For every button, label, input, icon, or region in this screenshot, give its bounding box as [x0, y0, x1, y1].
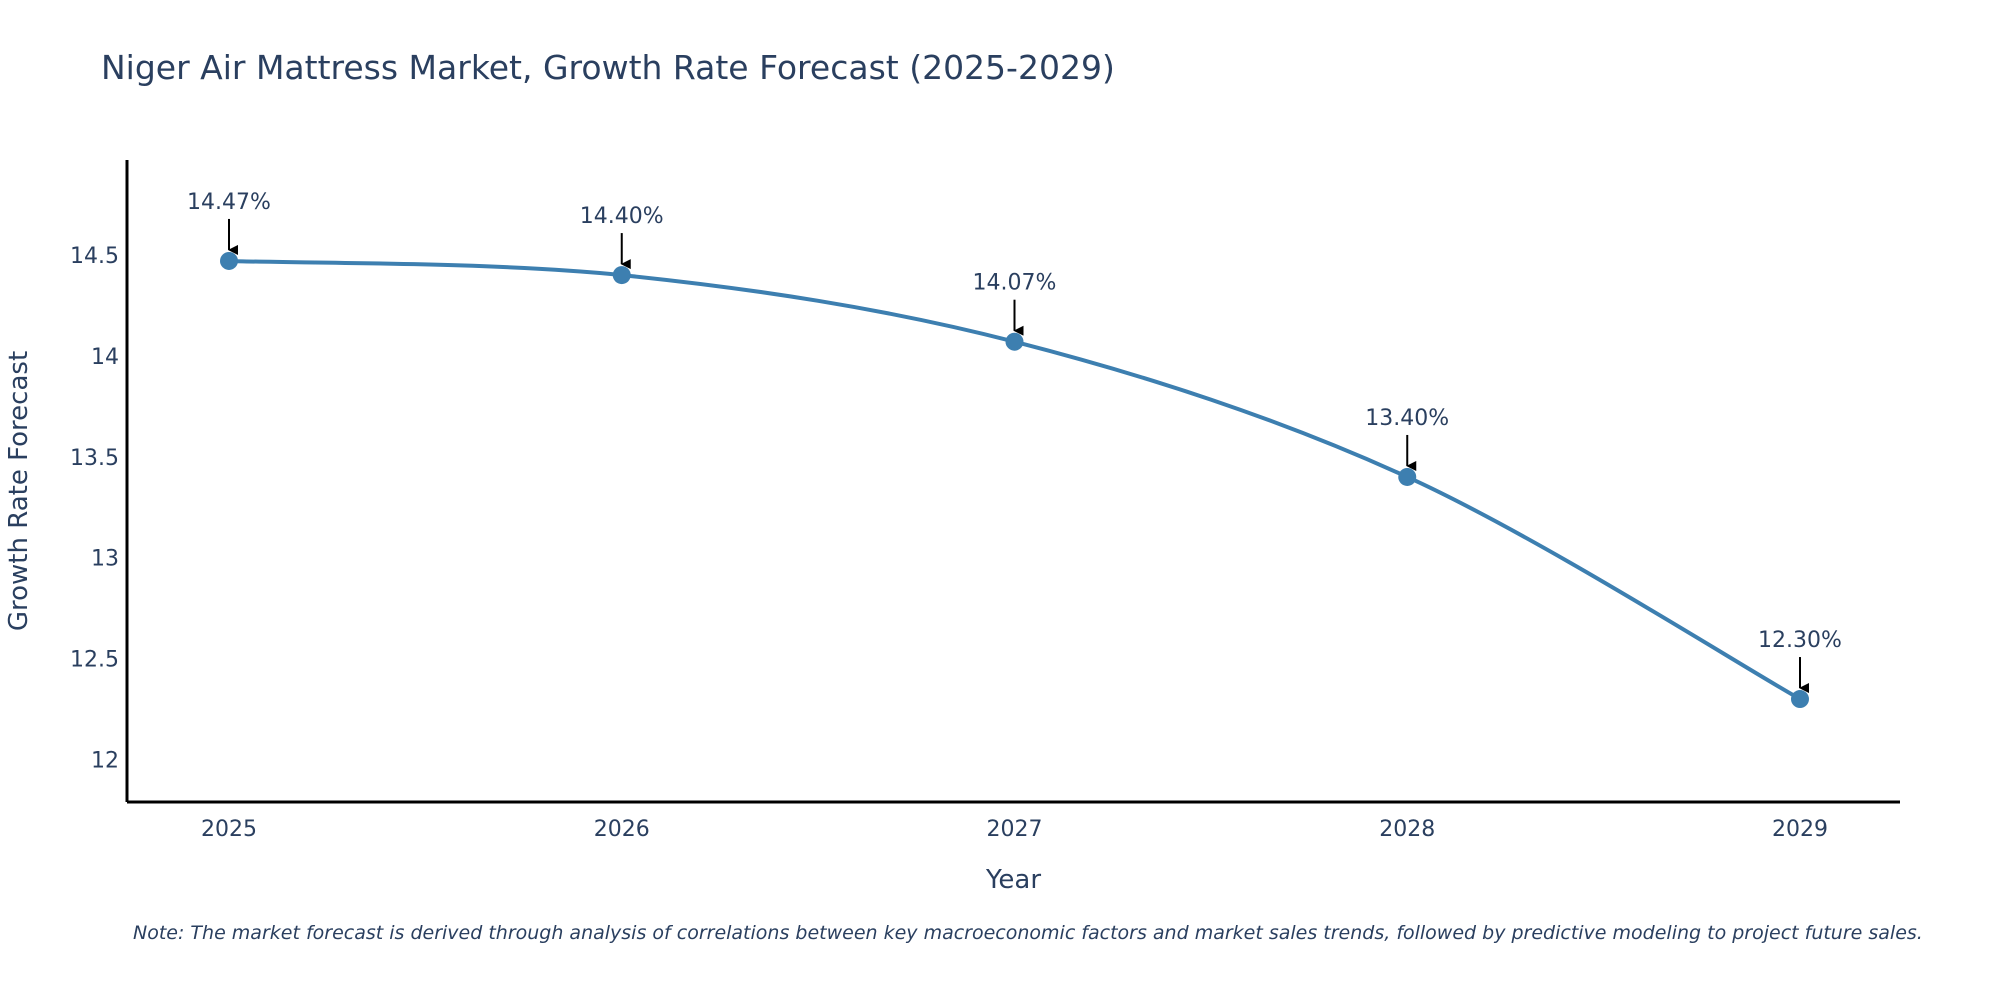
x-axis-title: Year — [985, 865, 1041, 895]
data-label: 14.47% — [187, 190, 271, 215]
data-point[interactable] — [1398, 467, 1417, 486]
y-axis-title: Growth Rate Forecast — [4, 351, 34, 631]
footnote: Note: The market forecast is derived thr… — [133, 922, 1923, 944]
data-label: 13.40% — [1365, 406, 1449, 431]
data-label: 14.40% — [580, 204, 664, 229]
data-label: 14.07% — [973, 271, 1057, 296]
x-tick-label: 2028 — [1379, 817, 1435, 842]
series-line — [228, 258, 1801, 701]
y-tick-label: 12.5 — [70, 648, 119, 673]
data-point[interactable] — [220, 251, 238, 270]
data-labels: 14.47% 14.40% 14.07% 13.40% 12.30% — [187, 190, 1842, 694]
y-tick-label: 12 — [91, 749, 119, 774]
x-tick-label: 2027 — [987, 817, 1043, 842]
series-growth-rate — [220, 251, 1809, 709]
chart-title: Niger Air Mattress Market, Growth Rate F… — [101, 48, 1115, 87]
data-point[interactable] — [612, 266, 631, 285]
y-tick-label: 14.5 — [70, 244, 119, 269]
y-tick-label: 13 — [91, 547, 119, 572]
y-axis-ticks: 12 12.5 13 13.5 14 14.5 — [70, 244, 119, 774]
x-tick-label: 2025 — [201, 817, 257, 842]
data-point[interactable] — [1005, 332, 1024, 351]
y-tick-label: 13.5 — [70, 446, 119, 471]
data-point[interactable] — [1791, 690, 1809, 709]
axes — [125, 160, 1900, 804]
y-tick-label: 14 — [91, 345, 119, 370]
x-tick-label: 2029 — [1772, 817, 1828, 842]
x-axis-ticks: 2025 2026 2027 2028 2029 — [201, 817, 1828, 842]
data-label: 12.30% — [1758, 628, 1842, 653]
x-tick-label: 2026 — [594, 817, 650, 842]
